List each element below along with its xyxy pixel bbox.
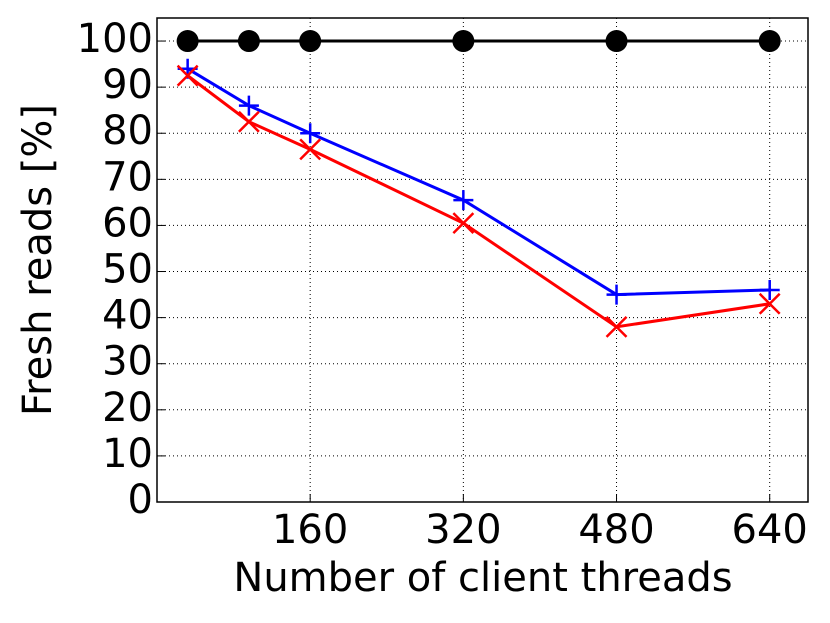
marker — [605, 30, 628, 53]
x-tick-label: 320 — [425, 507, 501, 553]
marker — [452, 30, 475, 53]
y-tick-label: 10 — [102, 431, 153, 477]
y-tick-label: 0 — [128, 477, 153, 523]
series-line — [186, 74, 770, 329]
marker — [606, 284, 627, 305]
y-tick-label: 70 — [102, 154, 153, 200]
y-axis-label: Fresh reads [%] — [15, 104, 61, 416]
marker — [237, 30, 260, 53]
series-line — [186, 67, 770, 297]
y-tick-label: 90 — [102, 62, 153, 108]
x-axis-label: Number of client threads — [233, 555, 732, 601]
y-tick-label: 30 — [102, 339, 153, 385]
marker — [452, 212, 475, 235]
marker — [238, 110, 260, 133]
marker — [758, 292, 781, 315]
marker — [299, 30, 322, 53]
marker — [176, 30, 199, 53]
y-tick-label: 20 — [102, 385, 153, 431]
y-tick-label: 100 — [77, 16, 153, 62]
marker — [605, 315, 628, 338]
marker — [758, 30, 781, 53]
marker — [300, 123, 321, 144]
x-tick-label: 640 — [732, 507, 808, 553]
x-tick-label: 160 — [272, 507, 348, 553]
y-tick-label: 80 — [102, 108, 153, 154]
y-tick-label: 40 — [102, 293, 153, 339]
plot-frame — [156, 17, 809, 503]
x-tick-label: 480 — [578, 507, 654, 553]
marker — [238, 95, 259, 116]
marker — [176, 64, 199, 87]
y-tick-label: 50 — [102, 247, 153, 293]
marker — [299, 138, 322, 161]
marker — [453, 190, 474, 211]
y-tick-label: 60 — [102, 200, 153, 246]
marker — [759, 279, 780, 300]
